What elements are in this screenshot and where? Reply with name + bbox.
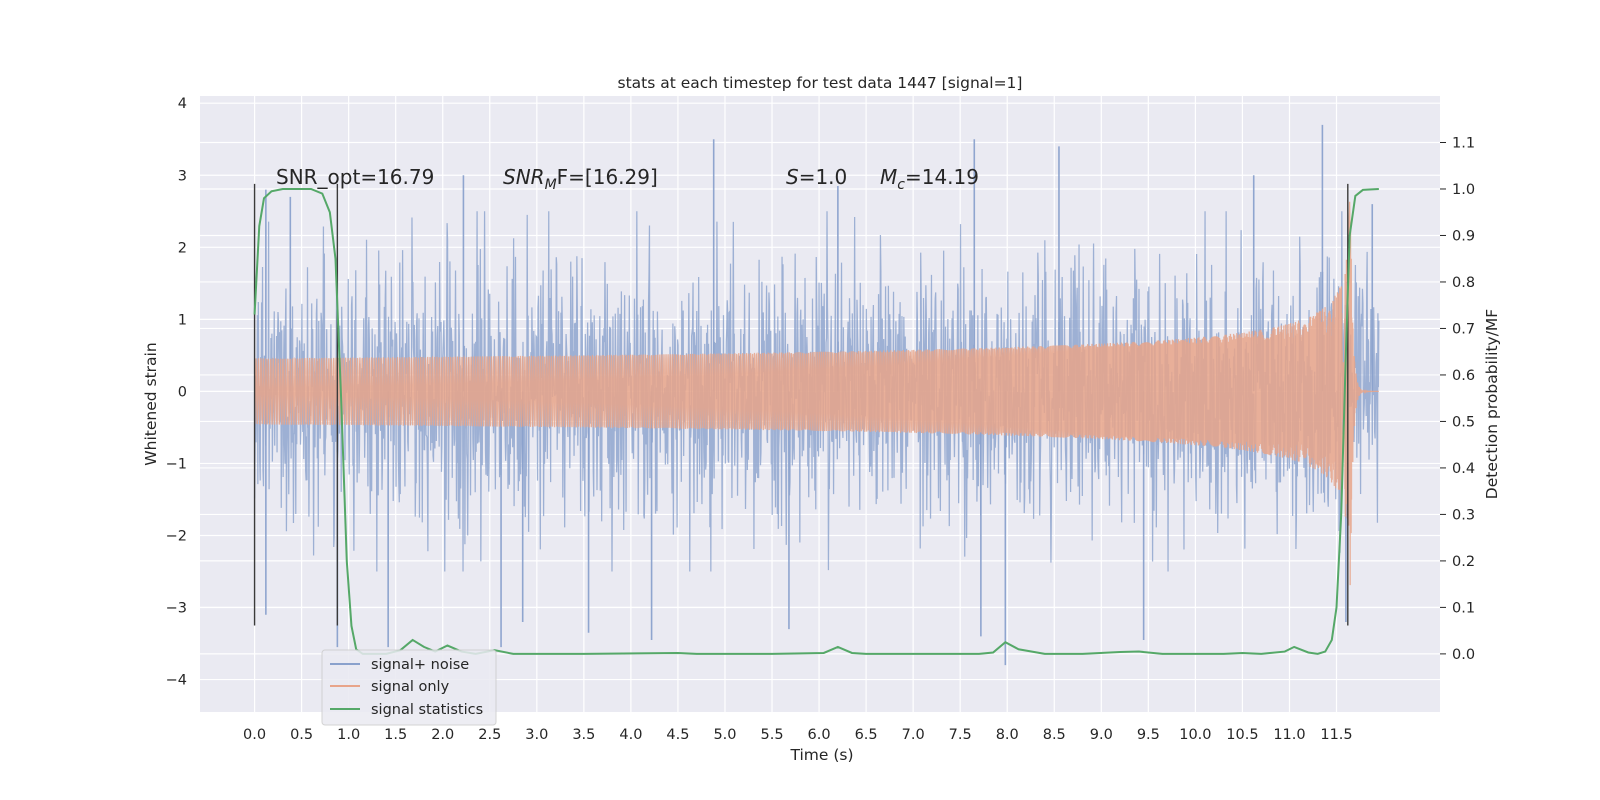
y-tick-label-1: −3: [166, 601, 187, 617]
legend-label-signal-only: signal only: [371, 679, 450, 695]
y2-axis-label: Detection probability/MF: [1483, 309, 1501, 500]
x-tick-label-15: 7.5: [949, 727, 972, 743]
y-tick-label-6: 2: [178, 240, 187, 256]
y2-axis-ticks: 0.0 0.1 0.2 0.3 0.4 0.5 0.6 0.7 0.8 0.9 1.0 1.1: [1440, 135, 1475, 663]
x-tick-label-22: 11.0: [1273, 727, 1305, 743]
x-tick-label-17: 8.5: [1043, 727, 1066, 743]
x-axis-label: Time (s): [789, 746, 853, 764]
x-tick-label-4: 2.0: [431, 727, 454, 743]
series-signal-plus-noise: [253, 211, 1380, 572]
y2-tick-label-11: 1.1: [1452, 135, 1475, 151]
legend-label-signal-plus-noise: signal+ noise: [371, 657, 469, 673]
x-tick-label-2: 1.0: [337, 727, 360, 743]
x-tick-label-19: 9.5: [1137, 727, 1160, 743]
annotation-mc-symbol: M: [880, 165, 897, 189]
annotation-snr-mf-subscript: M: [545, 177, 557, 193]
annotation-snr-opt: SNR_opt=16.79: [276, 165, 434, 189]
chart-title: stats at each timestep for test data 144…: [618, 74, 1023, 92]
x-tick-label-20: 10.0: [1179, 727, 1211, 743]
y-tick-label-3: −1: [166, 456, 187, 472]
x-tick-label-18: 9.0: [1090, 727, 1113, 743]
annotation-snr-mf: SNRMF=[16.29]: [503, 165, 658, 193]
x-tick-label-5: 2.5: [478, 727, 501, 743]
x-tick-label-0: 0.0: [243, 727, 266, 743]
x-axis-ticks: 0.0 0.5 1.0 1.5 2.0 2.5 3.0 3.5 4.0 4.5 5.0 5.5 6.0 6…: [243, 727, 1353, 743]
y-axis-ticks: −4 −3 −2 −1 0 1 2 3 4: [166, 96, 187, 688]
annotation-mc-value: =14.19: [905, 165, 979, 189]
annotation-snr-mf-symbol: SNR: [503, 165, 545, 189]
y2-tick-label-2: 0.2: [1452, 554, 1475, 570]
y-tick-label-4: 0: [178, 384, 187, 400]
x-tick-label-16: 8.0: [996, 727, 1019, 743]
x-tick-label-6: 3.0: [525, 727, 548, 743]
y-tick-label-8: 4: [178, 96, 187, 112]
y-tick-label-0: −4: [166, 673, 187, 689]
x-tick-label-14: 7.0: [902, 727, 925, 743]
x-tick-label-13: 6.5: [855, 727, 878, 743]
y2-tick-label-8: 0.8: [1452, 275, 1475, 291]
x-tick-label-8: 4.0: [619, 727, 642, 743]
x-tick-label-10: 5.0: [713, 727, 736, 743]
x-tick-label-1: 0.5: [290, 727, 313, 743]
annotation-s-symbol: S: [786, 165, 799, 189]
y2-tick-label-6: 0.6: [1452, 368, 1475, 384]
y2-tick-label-10: 1.0: [1452, 182, 1475, 198]
annotation-s: S=1.0: [786, 165, 847, 189]
annotation-mc-subscript: c: [897, 177, 905, 193]
x-tick-label-3: 1.5: [384, 727, 407, 743]
y2-tick-label-0: 0.0: [1452, 647, 1475, 663]
legend: signal+ noise signal only signal statist…: [321, 649, 497, 726]
legend-label-signal-statistics: signal statistics: [371, 702, 483, 718]
y-tick-label-2: −2: [166, 528, 187, 544]
y2-tick-label-1: 0.1: [1452, 600, 1475, 616]
series-signal-statistics: [253, 187, 1379, 655]
annotations: SNR_opt=16.79 SNRMF=[16.29] S=1.0 Mc=14.…: [276, 165, 979, 193]
y2-tick-label-7: 0.7: [1452, 321, 1475, 337]
x-tick-label-9: 4.5: [666, 727, 689, 743]
x-tick-label-7: 3.5: [572, 727, 595, 743]
y2-tick-label-3: 0.3: [1452, 507, 1475, 523]
plot-area: [253, 124, 1380, 666]
y2-tick-label-4: 0.4: [1452, 461, 1475, 477]
annotation-mc: Mc=14.19: [880, 165, 979, 193]
y-tick-label-5: 1: [178, 312, 187, 328]
vertical-lines: [253, 183, 1349, 626]
x-tick-label-11: 5.5: [760, 727, 783, 743]
legend-box: [321, 649, 497, 726]
y2-tick-label-9: 0.9: [1452, 228, 1475, 244]
y-axis-label: Whitened strain: [142, 342, 160, 465]
x-tick-label-12: 6.0: [808, 727, 831, 743]
annotation-snr-mf-value: F=[16.29]: [557, 165, 658, 189]
x-tick-label-23: 11.5: [1320, 727, 1352, 743]
series-signal-only: [253, 201, 1379, 586]
y-tick-label-7: 3: [178, 168, 187, 184]
x-tick-label-21: 10.5: [1226, 727, 1258, 743]
y2-tick-label-5: 0.5: [1452, 414, 1475, 430]
annotation-s-value: =1.0: [799, 165, 848, 189]
